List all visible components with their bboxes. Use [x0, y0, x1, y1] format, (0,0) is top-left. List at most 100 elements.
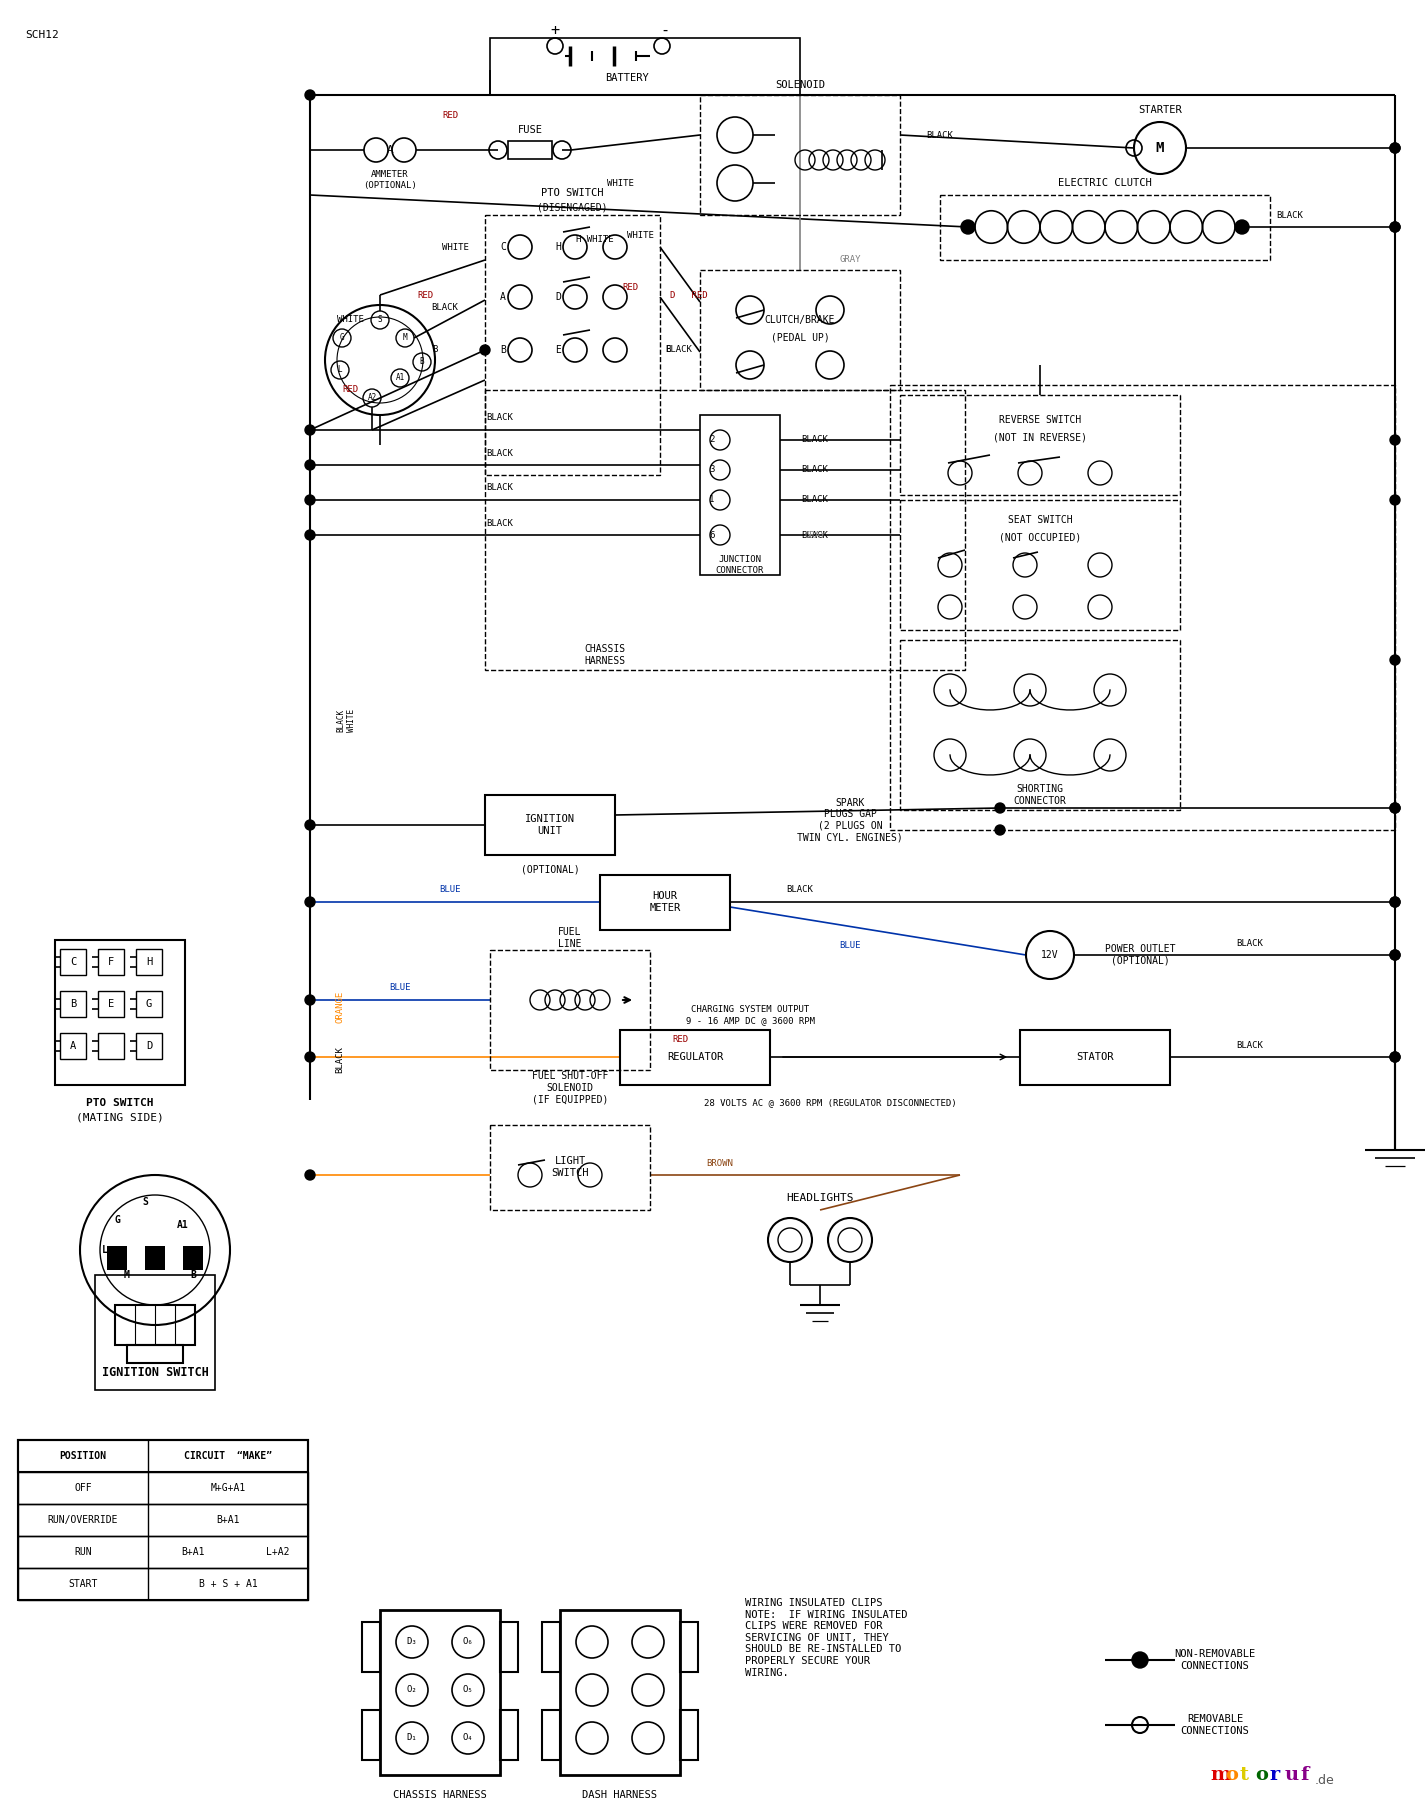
Text: BLACK
WHITE: BLACK WHITE: [337, 709, 356, 731]
Bar: [183, 1255, 203, 1262]
Bar: [700, 416, 780, 574]
Text: B: B: [420, 358, 424, 367]
Text: A: A: [387, 146, 393, 155]
Text: RED: RED: [341, 385, 358, 394]
Circle shape: [1389, 221, 1399, 232]
Text: GRAY: GRAY: [804, 531, 825, 540]
Circle shape: [306, 461, 316, 470]
Bar: [900, 500, 1180, 630]
Bar: [60, 949, 86, 976]
Text: WHITE: WHITE: [441, 243, 468, 252]
Circle shape: [1389, 655, 1399, 664]
Text: D₃: D₃: [407, 1638, 417, 1647]
Text: M: M: [1155, 140, 1164, 155]
Text: BLACK: BLACK: [927, 131, 954, 140]
Text: BLACK: BLACK: [801, 531, 828, 540]
Bar: [620, 1030, 770, 1085]
Bar: [99, 949, 124, 976]
Text: L: L: [101, 1246, 109, 1255]
Circle shape: [306, 1051, 316, 1062]
Bar: [146, 1246, 166, 1255]
Text: LIGHT
SWITCH: LIGHT SWITCH: [551, 1156, 588, 1177]
Bar: [183, 1262, 203, 1271]
Text: O₄: O₄: [463, 1733, 473, 1742]
Text: A1: A1: [177, 1220, 188, 1229]
Text: NON-REMOVABLE
CONNECTIONS: NON-REMOVABLE CONNECTIONS: [1174, 1649, 1255, 1670]
Text: START: START: [69, 1579, 97, 1589]
Text: DASH HARNESS: DASH HARNESS: [583, 1789, 657, 1800]
Bar: [136, 1033, 161, 1058]
Text: L: L: [337, 365, 343, 374]
Bar: [107, 1255, 127, 1262]
Text: o: o: [1225, 1766, 1238, 1784]
Text: BLACK: BLACK: [1237, 1040, 1264, 1049]
Bar: [900, 641, 1180, 810]
Text: BLUE: BLUE: [440, 886, 461, 895]
Text: G: G: [114, 1215, 120, 1226]
Text: E: E: [109, 999, 114, 1010]
Text: 3: 3: [710, 466, 714, 475]
Bar: [900, 394, 1180, 495]
Text: REVERSE SWITCH: REVERSE SWITCH: [998, 416, 1081, 425]
Text: D   RED: D RED: [670, 290, 708, 299]
Text: BLUE: BLUE: [390, 983, 411, 992]
Text: STARTER: STARTER: [1138, 104, 1182, 115]
Text: ORANGE: ORANGE: [336, 990, 344, 1022]
Circle shape: [1389, 1051, 1399, 1062]
Bar: [486, 214, 660, 475]
Text: BATTERY: BATTERY: [605, 74, 648, 83]
Text: REMOVABLE
CONNECTIONS: REMOVABLE CONNECTIONS: [1181, 1714, 1250, 1735]
Text: RED: RED: [417, 290, 433, 299]
Text: FUSE: FUSE: [517, 124, 543, 135]
Text: PTO SWITCH: PTO SWITCH: [541, 187, 603, 198]
Bar: [560, 1609, 680, 1775]
Text: H WHITE: H WHITE: [575, 236, 614, 245]
Text: A2: A2: [188, 1253, 201, 1264]
Text: WHITE: WHITE: [337, 315, 364, 324]
Bar: [490, 1125, 650, 1210]
Text: CHARGING SYSTEM OUTPUT
9 - 16 AMP DC @ 3600 RPM: CHARGING SYSTEM OUTPUT 9 - 16 AMP DC @ 3…: [685, 1004, 814, 1024]
Text: E: E: [665, 346, 670, 355]
Text: IGNITION
UNIT: IGNITION UNIT: [526, 814, 575, 835]
Text: f: f: [1299, 1766, 1308, 1784]
Bar: [146, 1255, 166, 1262]
Text: 12V: 12V: [1041, 950, 1058, 959]
Text: D: D: [146, 1040, 153, 1051]
Text: S: S: [141, 1197, 149, 1208]
Circle shape: [1389, 950, 1399, 959]
Text: SEAT SWITCH: SEAT SWITCH: [1008, 515, 1072, 526]
Text: M: M: [124, 1271, 130, 1280]
Text: POSITION: POSITION: [60, 1451, 107, 1462]
Text: (PEDAL UP): (PEDAL UP): [771, 333, 830, 344]
Circle shape: [995, 803, 1005, 814]
Text: E: E: [555, 346, 561, 355]
Bar: [543, 1622, 560, 1672]
Text: SOLENOID: SOLENOID: [775, 79, 825, 90]
Text: WIRING INSULATED CLIPS
NOTE:  IF WIRING INSULATED
CLIPS WERE REMOVED FOR
SERVICI: WIRING INSULATED CLIPS NOTE: IF WIRING I…: [745, 1598, 908, 1678]
Bar: [500, 1710, 518, 1760]
Text: C: C: [70, 958, 76, 967]
Circle shape: [306, 821, 316, 830]
Text: B: B: [70, 999, 76, 1010]
Text: C: C: [500, 241, 506, 252]
Text: PTO SWITCH: PTO SWITCH: [86, 1098, 154, 1109]
Text: BROWN: BROWN: [707, 1159, 734, 1168]
Text: CHASSIS
HARNESS: CHASSIS HARNESS: [584, 644, 625, 666]
Bar: [543, 1710, 560, 1760]
Text: BLACK: BLACK: [487, 448, 514, 457]
Text: RED: RED: [673, 1035, 688, 1044]
Text: SCH12: SCH12: [26, 31, 59, 40]
Text: -: -: [660, 22, 670, 38]
Text: M: M: [403, 333, 407, 342]
Text: 28 VOLTS AC @ 3600 RPM (REGULATOR DISCONNECTED): 28 VOLTS AC @ 3600 RPM (REGULATOR DISCON…: [704, 1098, 957, 1107]
Bar: [680, 1622, 698, 1672]
Bar: [146, 1262, 166, 1271]
Text: BLACK: BLACK: [487, 414, 514, 423]
Text: CHASSIS HARNESS: CHASSIS HARNESS: [393, 1789, 487, 1800]
Bar: [56, 940, 186, 1085]
Bar: [486, 796, 615, 855]
Text: ELECTRIC CLUTCH: ELECTRIC CLUTCH: [1058, 178, 1152, 187]
Bar: [99, 992, 124, 1017]
Bar: [486, 391, 965, 670]
Circle shape: [1132, 1652, 1148, 1669]
